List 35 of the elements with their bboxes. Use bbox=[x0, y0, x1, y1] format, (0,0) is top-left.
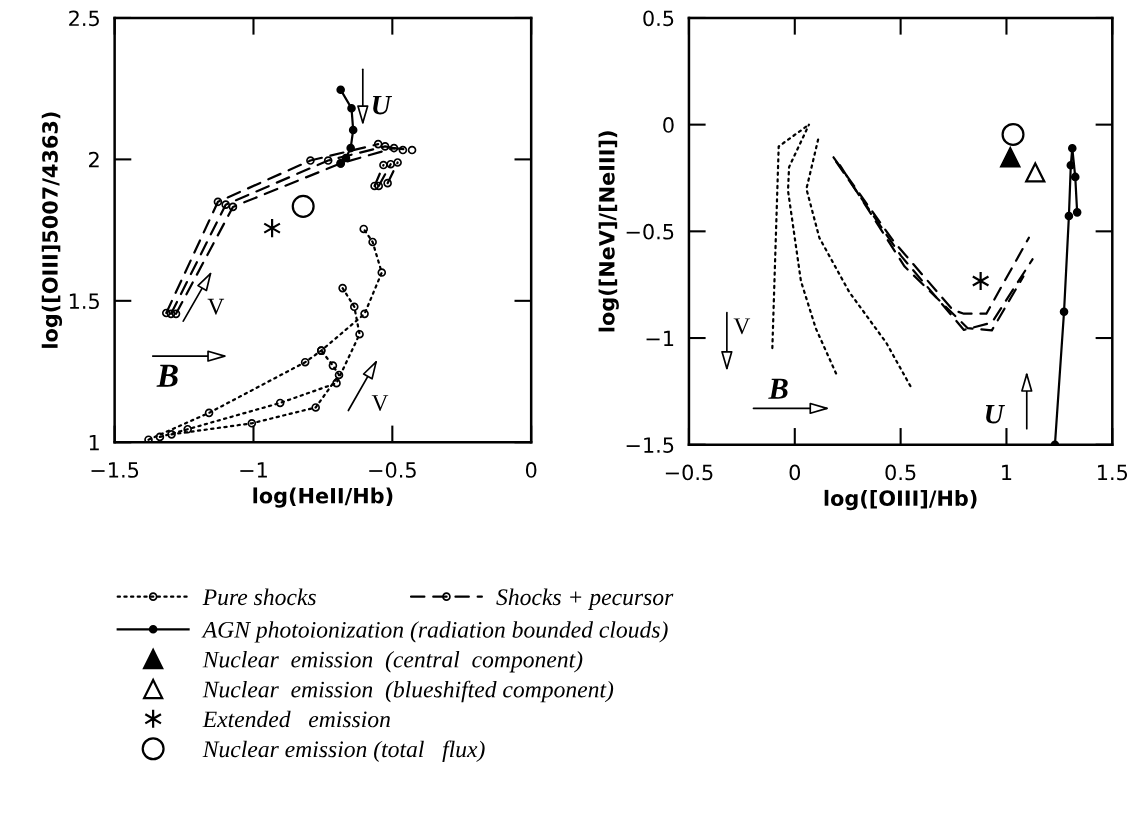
y-tick-label: 0 bbox=[663, 117, 674, 133]
y-tick-label: 1 bbox=[89, 435, 99, 451]
legend-label: Nuclear emission (central component) bbox=[202, 650, 583, 673]
legend-label: Shocks + pecursor bbox=[496, 588, 674, 610]
legend-label: Nuclear emission (blueshifted component) bbox=[202, 680, 614, 703]
annotation: V bbox=[733, 318, 751, 335]
x-tick-label: 0 bbox=[525, 462, 537, 478]
y-tick-label: −0.5 bbox=[626, 223, 674, 240]
y-tick-label: 0.5 bbox=[643, 10, 674, 27]
y-tick-label: −1.5 bbox=[626, 437, 674, 453]
annotation: B bbox=[156, 364, 178, 387]
annotation: U bbox=[373, 95, 393, 115]
x-tick-label: −0.5 bbox=[665, 464, 713, 481]
legend-label: AGN photoionization (radiation bounded clouds) bbox=[201, 621, 668, 643]
x-tick-label: 0.5 bbox=[885, 464, 916, 481]
y-tick-label: 1.5 bbox=[69, 293, 99, 310]
x-tick-label: 1 bbox=[1002, 464, 1012, 480]
x-tick-label: −0.5 bbox=[369, 462, 416, 478]
x-tick-label: 0 bbox=[789, 464, 801, 481]
legend-label: Pure shocks bbox=[202, 588, 316, 606]
y-axis-title: log([OIII]5007/4363) bbox=[41, 112, 63, 348]
legend-label: Nuclear emission (total flux) bbox=[202, 740, 485, 763]
y-tick-label: 2 bbox=[89, 151, 99, 168]
x-tick-label: −1 bbox=[240, 462, 267, 478]
annotation: V bbox=[371, 395, 389, 411]
legend-label: Extended emission bbox=[202, 710, 390, 728]
y-tick-label: 2.5 bbox=[69, 10, 99, 27]
annotation: V bbox=[207, 298, 225, 315]
y-axis-title: log([NeV]/[NeIII]) bbox=[598, 131, 619, 332]
y-tick-label: −1 bbox=[646, 330, 674, 346]
x-axis-title: log([OIII]/Hb) bbox=[824, 489, 977, 511]
x-tick-label: 1.5 bbox=[1098, 464, 1128, 481]
annotation: B bbox=[768, 378, 788, 399]
x-axis-title: log(HeII/Hb) bbox=[253, 487, 393, 508]
annotation: U bbox=[986, 405, 1005, 424]
